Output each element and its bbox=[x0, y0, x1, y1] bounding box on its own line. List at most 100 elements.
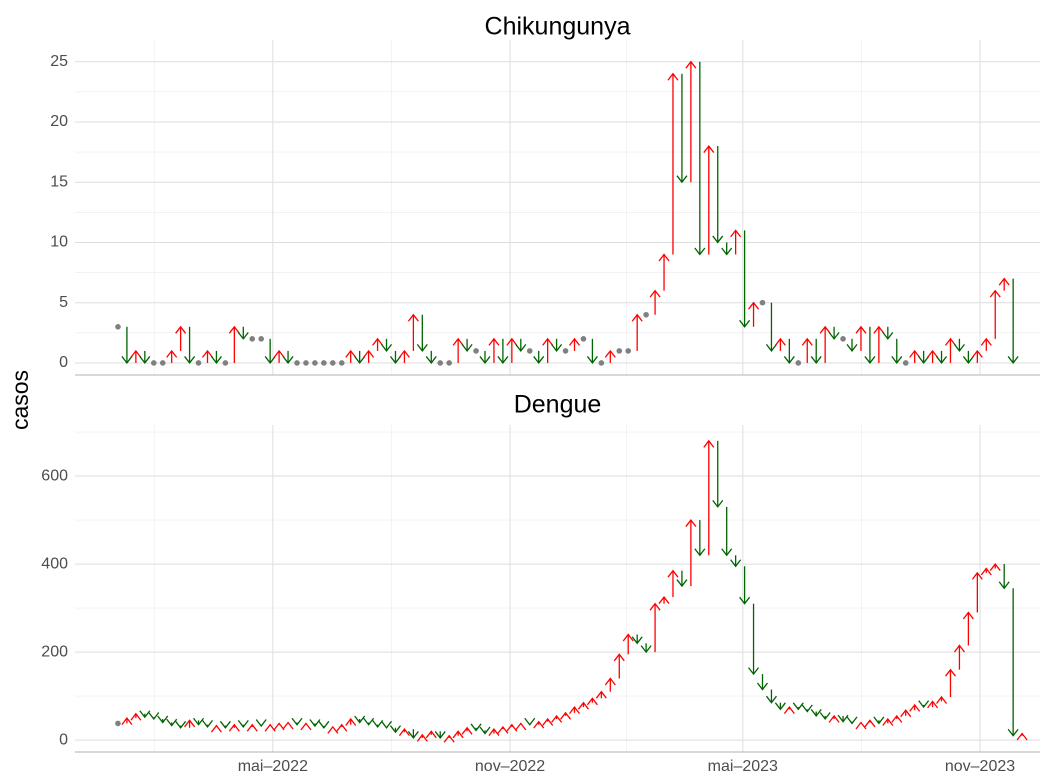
arrow-head bbox=[712, 499, 724, 508]
arrow-head bbox=[470, 723, 482, 732]
arrow-head bbox=[577, 701, 589, 710]
arrow-head bbox=[810, 356, 822, 365]
arrow-head bbox=[953, 644, 965, 653]
arrow bbox=[560, 711, 572, 720]
point bbox=[195, 360, 202, 366]
arrow-head bbox=[381, 344, 393, 352]
point bbox=[795, 360, 802, 366]
arrow-head bbox=[237, 331, 249, 340]
arrow-head bbox=[819, 712, 831, 721]
arrow-head bbox=[649, 289, 661, 298]
arrow bbox=[282, 721, 294, 730]
arrow bbox=[980, 567, 992, 576]
point bbox=[437, 360, 444, 366]
arrow-head bbox=[586, 697, 598, 706]
arrow bbox=[372, 720, 384, 728]
arrow-head bbox=[873, 325, 885, 334]
arrow-head bbox=[389, 356, 401, 365]
arrow-head bbox=[667, 72, 679, 81]
arrow bbox=[676, 73, 688, 184]
arrow-head bbox=[139, 356, 151, 365]
point bbox=[598, 360, 605, 366]
arrow bbox=[1007, 588, 1019, 737]
arrow bbox=[130, 712, 142, 721]
y-tick-label: 5 bbox=[59, 294, 68, 311]
arrow bbox=[479, 726, 491, 735]
arrow-head bbox=[515, 722, 527, 731]
arrow bbox=[515, 722, 527, 731]
point bbox=[446, 360, 452, 366]
arrow bbox=[407, 313, 419, 351]
arrow-head bbox=[524, 717, 536, 726]
arrow-head bbox=[873, 716, 885, 725]
y-tick-label: 10 bbox=[50, 234, 68, 251]
arrow bbox=[282, 350, 294, 365]
arrow bbox=[166, 718, 178, 727]
arrow bbox=[1016, 732, 1028, 741]
arrow bbox=[613, 653, 625, 679]
arrow-head bbox=[882, 331, 894, 340]
arrow-head bbox=[882, 717, 894, 726]
arrow-head bbox=[452, 730, 464, 739]
arrow-head bbox=[1016, 732, 1028, 741]
y-tick-label: 20 bbox=[50, 113, 68, 130]
arrow-head bbox=[201, 349, 214, 358]
arrow bbox=[228, 325, 240, 363]
arrow-head bbox=[542, 337, 554, 346]
arrow-head bbox=[184, 719, 196, 728]
arrow-head bbox=[488, 337, 500, 346]
arrow-head bbox=[345, 717, 357, 726]
arrow bbox=[792, 702, 804, 711]
arrow-head bbox=[622, 633, 634, 642]
arrow bbox=[730, 555, 742, 568]
arrow-head bbox=[721, 548, 733, 557]
point bbox=[840, 336, 846, 342]
y-axis-label: casos bbox=[7, 370, 33, 430]
arrow bbox=[237, 326, 249, 340]
arrow-head bbox=[327, 725, 339, 734]
arrow bbox=[228, 723, 240, 732]
arrow-head bbox=[345, 349, 357, 358]
arrow-head bbox=[443, 734, 455, 743]
arrow bbox=[577, 701, 589, 710]
arrow-head bbox=[148, 712, 160, 721]
arrow-head bbox=[291, 717, 303, 726]
arrow bbox=[927, 700, 939, 709]
arrow bbox=[506, 337, 518, 363]
arrow-head bbox=[219, 720, 231, 729]
arrow bbox=[363, 717, 375, 726]
arrow-head bbox=[694, 548, 706, 557]
arrow bbox=[121, 717, 133, 726]
arrow bbox=[318, 720, 330, 729]
arrow-head bbox=[837, 714, 849, 723]
arrow-head bbox=[407, 313, 419, 322]
arrow bbox=[712, 440, 724, 508]
arrow-head bbox=[774, 337, 786, 346]
arrow-head bbox=[819, 325, 831, 334]
arrow-head bbox=[506, 337, 518, 346]
arrow-head bbox=[479, 726, 491, 735]
arrow-head bbox=[703, 144, 715, 153]
arrow-head bbox=[918, 356, 930, 365]
arrow-head bbox=[730, 229, 742, 238]
arrow bbox=[139, 350, 151, 365]
arrow-head bbox=[157, 715, 169, 724]
x-tick-label: mai–2023 bbox=[708, 758, 778, 775]
arrow bbox=[989, 289, 1001, 339]
arrow-head bbox=[425, 356, 437, 365]
point bbox=[222, 360, 229, 366]
arrow bbox=[533, 720, 545, 729]
arrow-head bbox=[434, 731, 446, 739]
arrow-head bbox=[739, 319, 751, 328]
arrow bbox=[927, 349, 939, 363]
arrow-head bbox=[336, 723, 348, 732]
arrow-head bbox=[542, 717, 554, 726]
y-tick-label: 200 bbox=[41, 643, 68, 660]
arrow bbox=[398, 728, 410, 737]
arrow bbox=[712, 146, 724, 244]
arrow bbox=[425, 350, 437, 365]
arrow bbox=[748, 301, 760, 327]
arrow-head bbox=[900, 709, 912, 718]
arrow-head bbox=[685, 518, 697, 527]
point bbox=[759, 299, 766, 306]
